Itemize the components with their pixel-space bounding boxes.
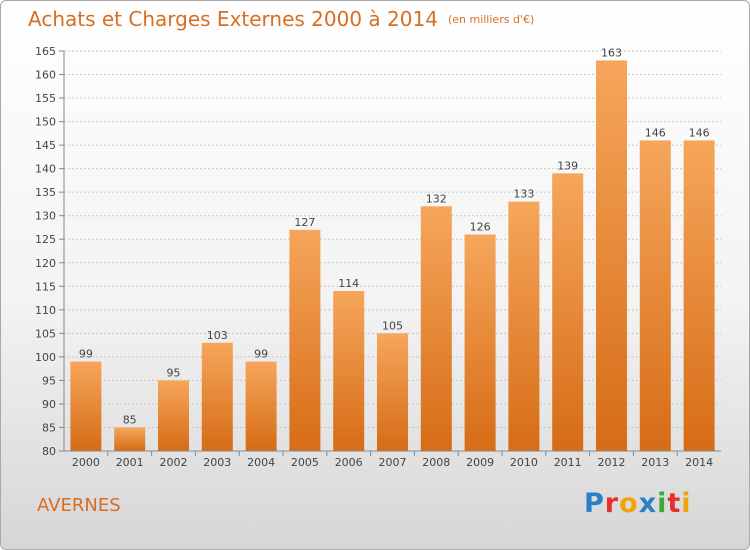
bar: [552, 173, 584, 451]
bar: [377, 333, 408, 451]
bar: [245, 361, 277, 451]
data-label: 105: [382, 319, 403, 332]
y-tick-label: 110: [35, 304, 56, 317]
data-label: 139: [557, 159, 578, 172]
logo-letter: i: [657, 488, 668, 519]
bar: [158, 380, 189, 451]
data-label: 99: [254, 348, 268, 361]
x-tick-label: 2005: [291, 456, 319, 469]
proxiti-logo[interactable]: Proxiti: [584, 488, 692, 519]
logo-letter: x: [638, 488, 658, 519]
bar: [201, 342, 233, 451]
y-tick-label: 120: [35, 257, 56, 270]
logo-letter: o: [619, 488, 639, 519]
chart-title: Achats et Charges Externes 2000 à 2014 (e…: [28, 7, 534, 31]
x-tick-label: 2001: [116, 456, 144, 469]
bar: [333, 291, 365, 451]
bar: [114, 427, 146, 451]
data-label: 126: [470, 221, 491, 234]
y-tick-label: 135: [35, 186, 56, 199]
x-tick-label: 2009: [466, 456, 494, 469]
data-label: 146: [645, 126, 666, 139]
x-tick-label: 2006: [335, 456, 363, 469]
logo-letter: r: [604, 488, 620, 519]
y-tick-label: 130: [35, 210, 56, 223]
y-tick-label: 85: [42, 421, 56, 434]
bar: [70, 361, 102, 451]
bar: [596, 60, 627, 451]
logo-letter: i: [681, 488, 692, 519]
y-tick-label: 150: [35, 116, 56, 129]
title-text: Achats et Charges Externes 2000 à 2014: [28, 7, 438, 31]
bar: [683, 140, 715, 452]
y-tick-label: 105: [35, 327, 56, 340]
x-tick-label: 2003: [203, 456, 231, 469]
bar: [420, 206, 452, 451]
y-tick-label: 100: [35, 351, 56, 364]
x-tick-label: 2012: [598, 456, 626, 469]
y-axis: 80 85 90 95 100 105 110 115 120 125 130 135 140 145 15…: [35, 45, 65, 458]
x-tick-label: 2008: [422, 456, 450, 469]
logo-letter: P: [584, 488, 605, 519]
y-tick-label: 80: [42, 445, 56, 458]
x-tick-label: 2002: [160, 456, 188, 469]
commune-name: AVERNES: [37, 495, 121, 516]
data-label: 146: [689, 126, 710, 139]
x-tick-label: 2000: [72, 456, 100, 469]
x-tick-label: 2011: [554, 456, 582, 469]
data-label: 103: [207, 329, 228, 342]
y-tick-label: 160: [35, 69, 56, 82]
y-tick-label: 140: [35, 163, 56, 176]
bars: 99 85 95 103 99 127 114 105 132 126 133 139 163 146 14…: [70, 46, 715, 452]
bar: [464, 234, 496, 451]
y-tick-label: 115: [35, 280, 56, 293]
data-label: 114: [338, 277, 359, 290]
data-label: 95: [167, 366, 181, 379]
y-tick-label: 155: [35, 92, 56, 105]
y-tick-label: 95: [42, 374, 56, 387]
chart-subtitle: (en milliers d'€): [447, 13, 535, 26]
bar: [508, 201, 540, 451]
y-tick-label: 165: [35, 45, 56, 58]
data-label: 127: [294, 216, 315, 229]
x-tick-label: 2014: [685, 456, 713, 469]
data-label: 132: [426, 192, 447, 205]
data-label: 85: [123, 413, 137, 426]
x-axis: 2000 2001 2002 2003 2004 2005 2006 2007 2008 2009…: [64, 450, 721, 469]
x-tick-label: 2007: [379, 456, 407, 469]
data-label: 99: [79, 348, 93, 361]
y-tick-label: 90: [42, 398, 56, 411]
y-tick-label: 145: [35, 139, 56, 152]
x-tick-label: 2010: [510, 456, 538, 469]
bar: [289, 229, 321, 451]
logo-letter: t: [667, 488, 682, 519]
x-tick-label: 2013: [641, 456, 669, 469]
y-tick-label: 125: [35, 233, 56, 246]
data-label: 163: [601, 46, 622, 59]
bar: [639, 140, 671, 452]
x-tick-label: 2004: [247, 456, 275, 469]
data-label: 133: [513, 188, 534, 201]
